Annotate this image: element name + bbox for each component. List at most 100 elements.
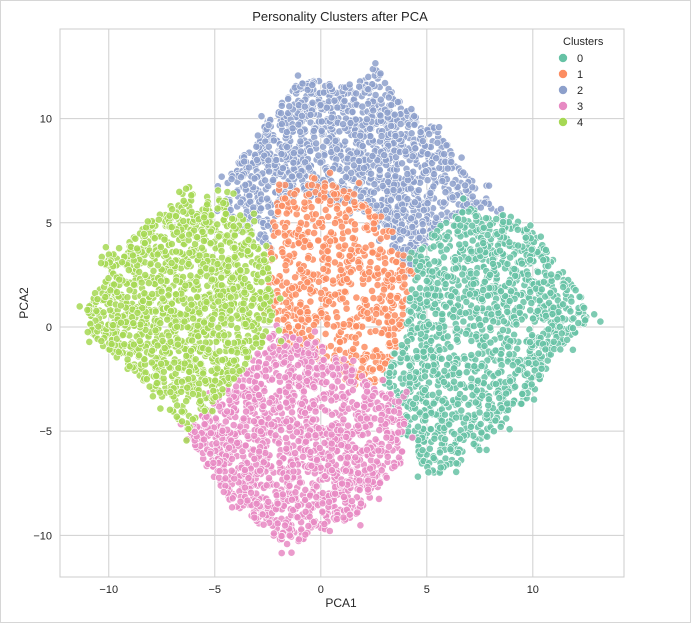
scatter-point xyxy=(483,215,490,222)
scatter-point xyxy=(450,365,457,372)
scatter-point xyxy=(323,138,330,145)
scatter-point xyxy=(424,200,431,207)
scatter-point xyxy=(282,262,289,269)
scatter-point xyxy=(477,322,484,329)
scatter-point xyxy=(313,456,320,463)
scatter-point xyxy=(446,354,453,361)
scatter-point xyxy=(328,431,335,438)
scatter-point xyxy=(276,459,283,466)
scatter-point xyxy=(356,264,363,271)
scatter-point xyxy=(503,390,510,397)
scatter-point xyxy=(241,158,248,165)
scatter-point xyxy=(272,361,279,368)
scatter-point xyxy=(518,260,525,267)
scatter-point xyxy=(276,387,283,394)
scatter-point xyxy=(312,408,319,415)
scatter-point xyxy=(500,218,507,225)
scatter-point xyxy=(382,394,389,401)
scatter-point xyxy=(301,103,308,110)
scatter-point xyxy=(423,298,430,305)
scatter-point xyxy=(490,318,497,325)
scatter-point xyxy=(294,502,301,509)
scatter-point xyxy=(326,453,333,460)
scatter-point xyxy=(506,351,513,358)
scatter-point xyxy=(353,323,360,330)
scatter-point xyxy=(375,319,382,326)
scatter-point xyxy=(282,374,289,381)
scatter-point xyxy=(390,186,397,193)
scatter-point xyxy=(274,520,281,527)
scatter-point xyxy=(319,348,326,355)
scatter-point xyxy=(479,392,486,399)
scatter-point xyxy=(257,428,264,435)
scatter-point xyxy=(332,490,339,497)
scatter-point xyxy=(405,318,412,325)
scatter-point xyxy=(535,372,542,379)
scatter-point xyxy=(421,373,428,380)
scatter-point xyxy=(228,467,235,474)
scatter-point xyxy=(549,310,556,317)
scatter-point xyxy=(216,468,223,475)
scatter-point xyxy=(424,151,431,158)
scatter-point xyxy=(374,282,381,289)
scatter-point xyxy=(436,124,443,131)
scatter-point xyxy=(287,354,294,361)
scatter-point xyxy=(254,350,261,357)
scatter-point xyxy=(324,248,331,255)
scatter-point xyxy=(385,331,392,338)
scatter-point xyxy=(279,249,286,256)
scatter-point xyxy=(297,148,304,155)
scatter-point xyxy=(453,460,460,467)
scatter-point xyxy=(506,426,513,433)
scatter-point xyxy=(357,500,364,507)
scatter-point xyxy=(283,279,290,286)
scatter-point xyxy=(372,213,379,220)
scatter-point xyxy=(288,409,295,416)
scatter-point xyxy=(251,175,258,182)
scatter-point xyxy=(319,500,326,507)
scatter-point xyxy=(367,465,374,472)
scatter-point xyxy=(282,224,289,231)
scatter-point xyxy=(397,236,404,243)
scatter-point xyxy=(450,306,457,313)
scatter-point xyxy=(275,440,282,447)
scatter-point xyxy=(468,375,475,382)
scatter-point xyxy=(257,205,264,212)
scatter-point xyxy=(289,125,296,132)
scatter-point xyxy=(407,185,414,192)
scatter-point xyxy=(318,127,325,134)
scatter-point xyxy=(370,189,377,196)
scatter-point xyxy=(474,377,481,384)
scatter-point xyxy=(307,298,314,305)
scatter-point xyxy=(422,168,429,175)
scatter-point xyxy=(423,277,430,284)
scatter-point xyxy=(379,182,386,189)
scatter-point xyxy=(414,423,421,430)
scatter-point xyxy=(343,276,350,283)
scatter-point xyxy=(273,156,280,163)
scatter-point xyxy=(382,207,389,214)
scatter-point xyxy=(267,209,274,216)
scatter-point xyxy=(297,138,304,145)
scatter-point xyxy=(325,255,332,262)
scatter-point xyxy=(433,214,440,221)
scatter-point xyxy=(506,239,513,246)
scatter-point xyxy=(352,334,359,341)
scatter-point xyxy=(444,333,451,340)
scatter-point xyxy=(411,199,418,206)
scatter-point xyxy=(373,202,380,209)
scatter-point xyxy=(424,177,431,184)
scatter-point xyxy=(331,97,338,104)
scatter-point xyxy=(305,255,312,262)
scatter-point xyxy=(305,432,312,439)
scatter-point xyxy=(527,307,534,314)
scatter-point xyxy=(554,316,561,323)
scatter-point xyxy=(460,169,467,176)
scatter-point xyxy=(446,421,453,428)
scatter-point xyxy=(398,160,405,167)
scatter-point xyxy=(319,364,326,371)
scatter-point xyxy=(487,271,494,278)
scatter-point xyxy=(431,435,438,442)
